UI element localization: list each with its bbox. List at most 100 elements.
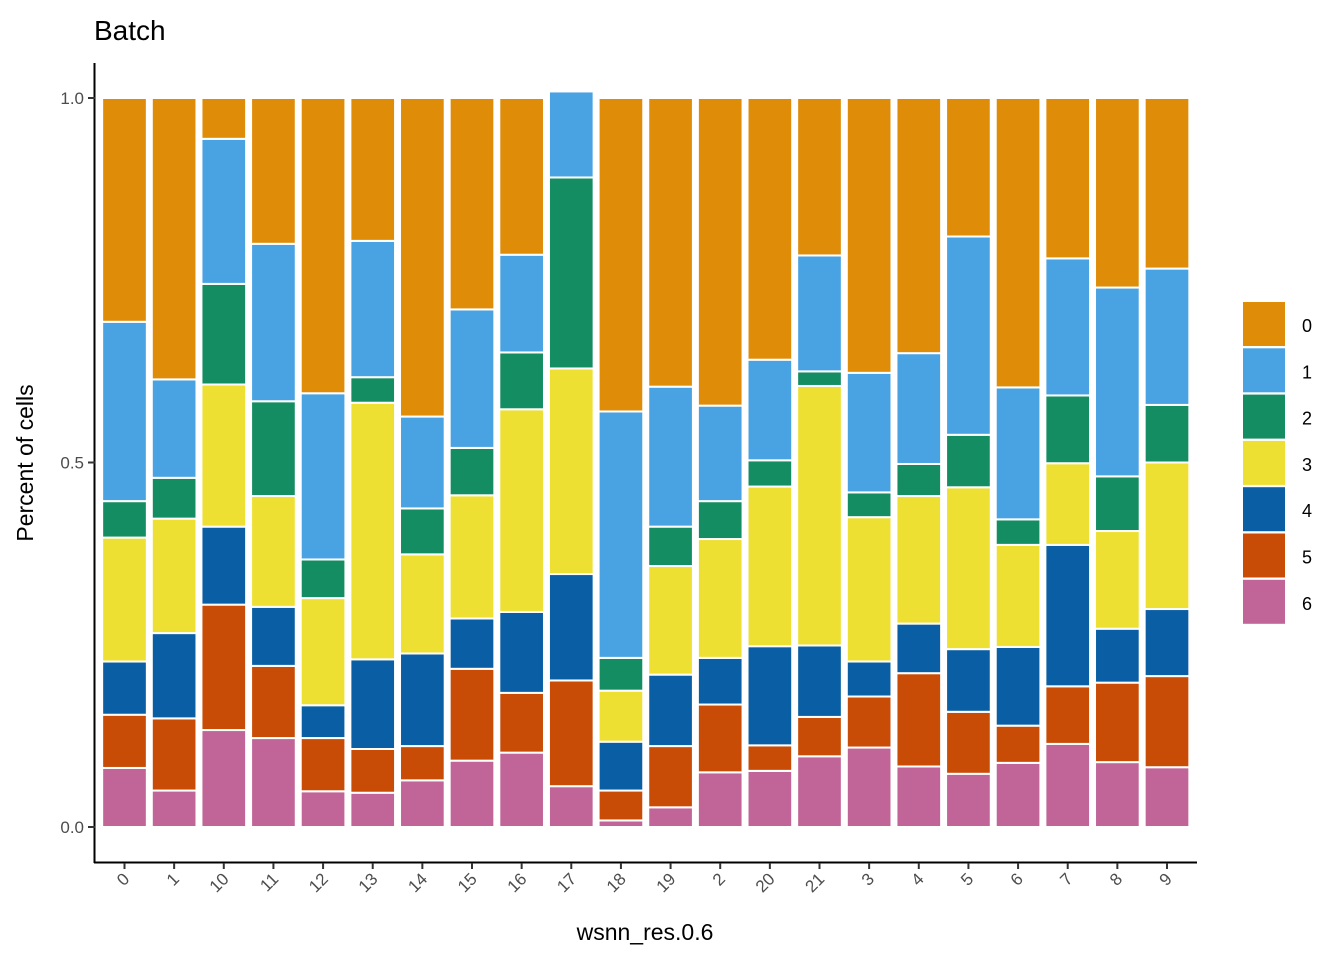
x-tick-label: 19 [653, 869, 680, 896]
bar-segment-10-batch-5 [200, 603, 248, 732]
y-tick-label: 1.0 [60, 89, 84, 108]
bar-segment-19-batch-3 [647, 565, 694, 676]
bar-segment-6-batch-5 [994, 724, 1042, 764]
bar-segment-3-batch-1 [845, 371, 893, 494]
y-tick-label: 0.5 [60, 454, 84, 473]
bar-segment-15-batch-3 [448, 494, 496, 620]
bar-segment-1-batch-4 [150, 632, 198, 720]
bar-segment-19-batch-2 [647, 525, 694, 568]
bar-segment-8-batch-5 [1094, 681, 1141, 764]
bar-segment-8-batch-3 [1094, 530, 1141, 630]
x-tick-label: 1 [163, 869, 183, 889]
bar-segment-9-batch-2 [1143, 403, 1191, 464]
bar-segment-18-batch-3 [597, 689, 645, 743]
bar-segment-5-batch-4 [945, 648, 992, 713]
legend-label-1: 1 [1302, 362, 1312, 382]
legend-label-0: 0 [1302, 316, 1312, 336]
bar-segment-16-batch-3 [498, 408, 545, 613]
bar-segment-8-batch-6 [1094, 761, 1141, 828]
bar-segment-0-batch-5 [101, 713, 148, 769]
bar-segment-15-batch-5 [448, 667, 496, 762]
x-tick-label: 21 [802, 869, 829, 896]
bar-segment-13-batch-6 [349, 791, 397, 828]
bar-segment-0-batch-1 [101, 320, 148, 503]
bar-segment-2-batch-3 [696, 538, 744, 659]
bar-segment-10-batch-2 [200, 282, 248, 386]
bar-segment-16-batch-2 [498, 351, 545, 411]
bar-segment-9-batch-0 [1143, 97, 1191, 270]
bar-segment-11-batch-6 [250, 737, 297, 828]
bar-segment-1-batch-1 [150, 378, 198, 479]
bar-segment-6-batch-0 [994, 97, 1042, 389]
bar-segment-14-batch-2 [399, 507, 446, 556]
x-tick-label: 5 [957, 869, 977, 889]
x-tick-label: 0 [113, 869, 133, 889]
x-tick-label: 15 [454, 869, 481, 896]
bar-segment-2-batch-5 [696, 703, 744, 774]
bar-segment-10-batch-4 [200, 525, 248, 606]
bar-segment-12-batch-1 [299, 392, 347, 561]
bar-segment-11-batch-0 [250, 97, 297, 245]
bar-segment-3-batch-0 [845, 97, 893, 374]
bar-segment-2-batch-6 [696, 771, 744, 829]
x-tick-label: 18 [603, 869, 630, 896]
bar-segment-8-batch-0 [1094, 97, 1141, 289]
x-tick-label: 9 [1156, 869, 1176, 889]
chart-title: Batch [94, 15, 166, 46]
bar-segment-3-batch-6 [845, 746, 893, 828]
legend: 0 1 2 3 4 5 6 [1243, 302, 1312, 624]
bar-segment-4-batch-4 [895, 622, 943, 675]
bar-segment-14-batch-4 [399, 652, 446, 748]
bar-segment-17-batch-5 [547, 679, 595, 788]
bar-segment-17-batch-3 [547, 367, 595, 576]
bar-segment-0-batch-2 [101, 500, 148, 539]
bar-segment-2-batch-4 [696, 656, 744, 706]
bar-segment-13-batch-5 [349, 748, 397, 794]
y-axis-title: Percent of cells [12, 384, 38, 541]
bar-segment-19-batch-0 [647, 97, 694, 388]
bar-segment-6-batch-3 [994, 543, 1042, 648]
bar-segment-14-batch-1 [399, 415, 446, 510]
bar-segment-21-batch-3 [796, 384, 843, 647]
bar-segment-5-batch-2 [945, 433, 992, 489]
bar-segment-2-batch-2 [696, 500, 744, 541]
bar-segment-20-batch-0 [746, 97, 794, 361]
bar-segment-4-batch-6 [895, 765, 943, 828]
y-tick-label: 0.0 [60, 818, 84, 837]
x-tick-label: 6 [1007, 869, 1027, 889]
bar-segment-17-batch-1 [547, 90, 595, 179]
bar-segment-21-batch-5 [796, 715, 843, 758]
bar-segment-19-batch-5 [647, 745, 694, 809]
bar-segment-15-batch-1 [448, 308, 496, 449]
bar-segment-6-batch-2 [994, 518, 1042, 546]
bar-segment-16-batch-0 [498, 97, 545, 256]
legend-swatch-2 [1243, 394, 1285, 439]
bar-segment-14-batch-3 [399, 553, 446, 655]
bar-segment-3-batch-3 [845, 516, 893, 663]
bar-segment-16-batch-6 [498, 751, 545, 829]
bar-segment-3-batch-5 [845, 695, 893, 749]
legend-label-4: 4 [1302, 501, 1312, 521]
bar-segment-6-batch-6 [994, 761, 1042, 828]
bar-segment-19-batch-4 [647, 673, 694, 748]
bar-segment-18-batch-2 [597, 656, 645, 692]
x-tick-label: 2 [709, 869, 729, 889]
bar-segment-21-batch-1 [796, 254, 843, 373]
bar-segment-17-batch-4 [547, 573, 595, 682]
bar-segment-15-batch-4 [448, 617, 496, 670]
legend-label-6: 6 [1302, 594, 1312, 614]
bar-segment-13-batch-3 [349, 401, 397, 661]
bar-segment-13-batch-1 [349, 239, 397, 379]
bar-segment-7-batch-2 [1044, 394, 1092, 465]
legend-swatch-6 [1243, 579, 1285, 624]
bar-segment-14-batch-6 [399, 779, 446, 829]
bar-segment-0-batch-4 [101, 660, 148, 716]
bar-segment-12-batch-2 [299, 558, 347, 600]
x-tick-label: 20 [752, 869, 779, 896]
bars-group [101, 90, 1191, 829]
x-tick-label: 12 [305, 869, 332, 896]
bar-segment-4-batch-3 [895, 495, 943, 625]
bar-segment-0-batch-0 [101, 97, 148, 323]
bar-segment-5-batch-0 [945, 97, 992, 238]
bar-segment-15-batch-6 [448, 759, 496, 828]
